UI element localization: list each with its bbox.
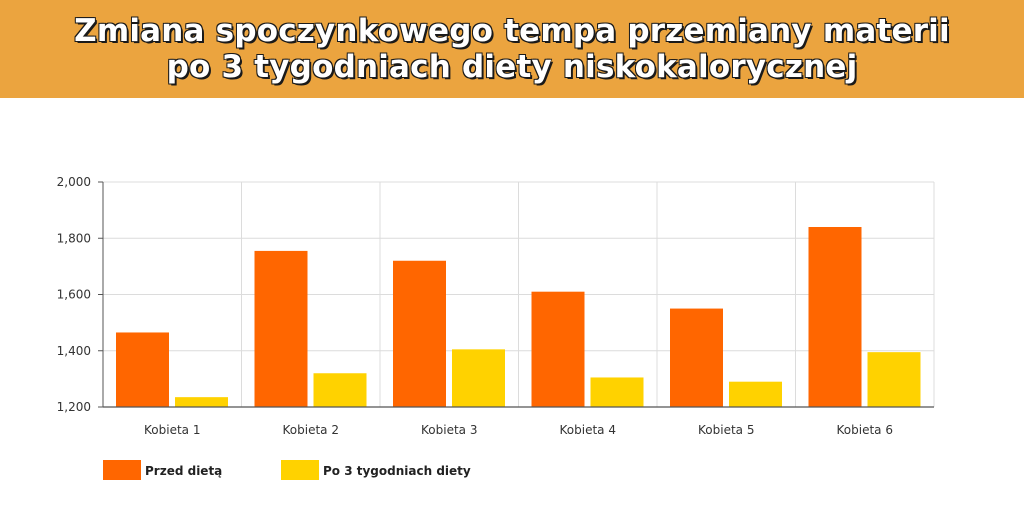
- y-tick-label: 1,800: [57, 231, 91, 245]
- legend-label-1: Przed dietą: [145, 464, 222, 478]
- y-tick-label: 1,200: [57, 400, 91, 414]
- title-banner: Zmiana spoczynkowego tempa przemiany mat…: [0, 0, 1024, 98]
- bar-before-3: [393, 260, 446, 407]
- bar-before-4: [531, 291, 585, 407]
- legend-label-2: Po 3 tygodniach diety: [323, 464, 471, 478]
- legend-swatch-2: [281, 460, 319, 480]
- bar-before-1: [116, 332, 169, 407]
- legend-swatch-1: [103, 460, 141, 480]
- bar-after-3: [452, 349, 505, 407]
- bar-before-5: [670, 308, 723, 407]
- bar-after-2: [313, 373, 367, 407]
- bar-chart: 1,200 1,400 1,600 1,800 2,000 Kobieta 1 Kobiet…: [57, 175, 935, 480]
- bar-before-2: [254, 250, 308, 407]
- bar-before-6: [808, 227, 862, 407]
- x-tick-label: Kobieta 3: [421, 423, 477, 437]
- chart-title-line-2: po 3 tygodniach diety niskokalorycznej: [166, 48, 858, 85]
- x-tick-label: Kobieta 6: [837, 423, 893, 437]
- bar-after-4: [590, 377, 644, 407]
- bar-after-5: [729, 381, 782, 407]
- x-tick-label: Kobieta 1: [144, 423, 200, 437]
- bar-after-6: [867, 352, 921, 407]
- y-tick-label: 2,000: [57, 175, 91, 189]
- x-tick-label: Kobieta 5: [698, 423, 754, 437]
- chart-title-line-1: Zmiana spoczynkowego tempa przemiany mat…: [74, 12, 951, 49]
- x-tick-label: Kobieta 4: [560, 423, 616, 437]
- y-tick-label: 1,600: [57, 288, 91, 302]
- bar-after-1: [175, 397, 228, 407]
- x-tick-label: Kobieta 2: [283, 423, 339, 437]
- y-tick-label: 1,400: [57, 344, 91, 358]
